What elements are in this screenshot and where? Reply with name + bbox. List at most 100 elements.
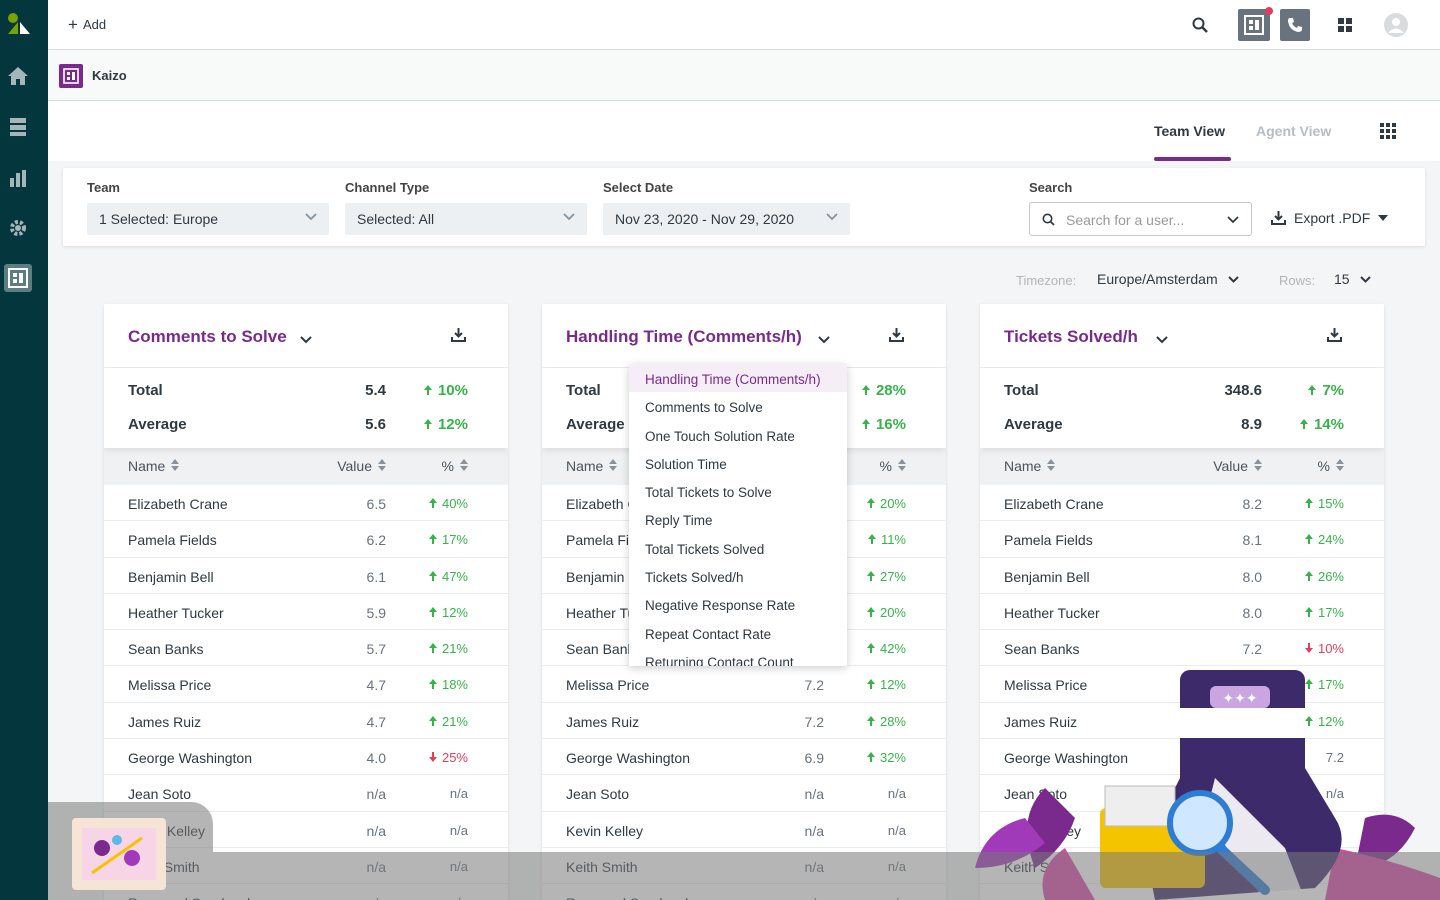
sort-pct-header[interactable]: % bbox=[880, 458, 906, 474]
agent-change: 17% bbox=[428, 532, 468, 547]
table-row[interactable]: Jean Soto n/a n/a bbox=[542, 775, 946, 812]
zendesk-logo-icon[interactable] bbox=[6, 12, 32, 38]
table-row[interactable]: George Washington 6.9 32% bbox=[542, 739, 946, 776]
download-icon[interactable] bbox=[889, 328, 904, 347]
table-row[interactable]: George Washington 4.0 25% bbox=[104, 739, 508, 776]
table-row[interactable]: Benjamin Bell 6.1 47% bbox=[104, 558, 508, 594]
reporting-icon[interactable] bbox=[6, 166, 30, 190]
table-row[interactable]: Sean Banks 5.7 21% bbox=[104, 630, 508, 667]
table-row[interactable]: Pamela Fields 8.1 24% bbox=[980, 521, 1384, 558]
admin-gear-icon[interactable] bbox=[6, 216, 30, 240]
rows-select[interactable]: 15 bbox=[1334, 271, 1371, 287]
timezone-label: Timezone: bbox=[1016, 273, 1077, 288]
download-icon[interactable] bbox=[451, 328, 466, 347]
table-row[interactable]: Heather Tucker 8.0 17% bbox=[980, 594, 1384, 631]
view-tabs-bar: Team View Agent View bbox=[48, 101, 1440, 161]
kaizo-logo-icon bbox=[59, 64, 83, 88]
card-header: Comments to Solve bbox=[104, 304, 508, 368]
sort-pct-header[interactable]: % bbox=[442, 458, 468, 474]
card-header: Handling Time (Comments/h) bbox=[542, 304, 946, 368]
agent-change: 25% bbox=[428, 750, 468, 765]
channel-type-select[interactable]: Selected: All bbox=[345, 203, 587, 235]
views-icon[interactable] bbox=[6, 115, 30, 139]
metric-chevron-down-icon[interactable] bbox=[300, 331, 312, 349]
table-row[interactable]: Elizabeth Crane 6.5 40% bbox=[104, 485, 508, 522]
products-grid-icon[interactable] bbox=[1331, 9, 1359, 41]
card-header: Tickets Solved/h bbox=[980, 304, 1384, 368]
sort-pct-header[interactable]: % bbox=[1318, 458, 1344, 474]
table-row[interactable]: Heather Tucker 5.9 12% bbox=[104, 594, 508, 631]
phone-icon[interactable] bbox=[1280, 9, 1310, 41]
tab-agent-view[interactable]: Agent View bbox=[1256, 123, 1332, 139]
table-row[interactable]: James Ruiz 7.2 28% bbox=[542, 703, 946, 740]
metric-option[interactable]: One Touch Solution Rate bbox=[645, 428, 795, 444]
table-row[interactable]: Melissa Price 4.7 18% bbox=[104, 666, 508, 703]
table-row[interactable]: Pamela Fields 6.2 17% bbox=[104, 521, 508, 558]
table-row[interactable]: Kevin Kelley n/a n/a bbox=[542, 812, 946, 848]
tab-team-view[interactable]: Team View bbox=[1154, 123, 1226, 139]
metric-option[interactable]: Total Tickets Solved bbox=[645, 541, 765, 557]
timezone-select[interactable]: Europe/Amsterdam bbox=[1097, 271, 1239, 287]
arrow-up-icon bbox=[428, 714, 437, 729]
table-row[interactable]: Sean Banks 7.2 10% bbox=[980, 630, 1384, 667]
channel-type-label: Channel Type bbox=[345, 180, 430, 195]
team-select[interactable]: 1 Selected: Europe bbox=[87, 203, 329, 235]
agent-change: 28% bbox=[866, 714, 906, 729]
arrow-up-icon bbox=[428, 569, 437, 584]
sort-value-header[interactable]: Value bbox=[1213, 458, 1262, 474]
metric-option[interactable]: Comments to Solve bbox=[645, 400, 763, 416]
metric-option[interactable]: Negative Response Rate bbox=[645, 598, 796, 614]
metric-chevron-down-icon[interactable] bbox=[818, 331, 830, 349]
user-avatar-icon[interactable] bbox=[1382, 9, 1410, 41]
agent-change: 12% bbox=[1304, 714, 1344, 729]
card-title[interactable]: Comments to Solve bbox=[128, 327, 287, 346]
sort-name-header[interactable]: Name bbox=[566, 458, 618, 474]
summary-label: Total bbox=[566, 382, 601, 399]
table-row[interactable]: Jean Soto n/a n/a bbox=[104, 775, 508, 812]
card-title[interactable]: Tickets Solved/h bbox=[1004, 327, 1138, 346]
metric-option[interactable]: Handling Time (Comments/h) bbox=[629, 364, 847, 393]
table-row[interactable]: Elizabeth Crane 8.2 15% bbox=[980, 485, 1384, 522]
summary-value: 5.6 bbox=[365, 416, 386, 433]
search-icon[interactable] bbox=[1186, 9, 1214, 41]
layout-grid-icon[interactable] bbox=[1380, 123, 1396, 144]
metric-option[interactable]: Returning Contact Count bbox=[645, 654, 794, 666]
export-pdf-button[interactable]: Export .PDF bbox=[1271, 210, 1389, 226]
agent-change: 26% bbox=[1304, 569, 1344, 584]
metric-option[interactable]: Solution Time bbox=[645, 456, 727, 472]
agent-name: Pamela Fields bbox=[128, 532, 217, 549]
table-row[interactable]: Melissa Price 7.2 12% bbox=[542, 666, 946, 703]
user-search-input[interactable]: Search for a user... bbox=[1029, 202, 1252, 236]
sort-icon bbox=[378, 458, 386, 474]
map-thumbnail-icon[interactable] bbox=[72, 818, 166, 890]
sort-name-header[interactable]: Name bbox=[1004, 458, 1056, 474]
metric-option[interactable]: Total Tickets to Solve bbox=[645, 485, 772, 501]
bottom-overlay-bar bbox=[48, 852, 1440, 900]
metric-option[interactable]: Repeat Contact Rate bbox=[645, 626, 772, 642]
agent-value: 5.9 bbox=[366, 604, 386, 621]
summary-change: 14% bbox=[1299, 416, 1344, 433]
metric-chevron-down-icon[interactable] bbox=[1156, 331, 1168, 349]
download-icon[interactable] bbox=[1327, 328, 1342, 347]
card-title[interactable]: Handling Time (Comments/h) bbox=[566, 327, 802, 346]
add-button[interactable]: + Add bbox=[68, 15, 107, 34]
agent-name: Benjamin Bell bbox=[1004, 568, 1090, 585]
table-row[interactable]: Benjamin Bell 8.0 26% bbox=[980, 558, 1384, 594]
kaizo-app-icon[interactable] bbox=[4, 264, 32, 292]
metric-option[interactable]: Tickets Solved/h bbox=[645, 570, 744, 586]
home-icon[interactable] bbox=[6, 64, 30, 88]
summary-row-total: Total 348.6 7% bbox=[980, 376, 1384, 406]
summary-value: 8.9 bbox=[1241, 416, 1262, 433]
kaizo-notification-icon[interactable] bbox=[1238, 7, 1273, 41]
agent-change: 10% bbox=[1304, 641, 1344, 656]
summary-label: Total bbox=[1004, 382, 1039, 399]
table-row[interactable]: James Ruiz 4.7 21% bbox=[104, 703, 508, 740]
sort-name-header[interactable]: Name bbox=[128, 458, 180, 474]
date-range-select[interactable]: Nov 23, 2020 - Nov 29, 2020 bbox=[603, 203, 850, 235]
notification-badge bbox=[1265, 7, 1273, 15]
arrow-up-icon bbox=[428, 641, 437, 656]
agent-value: 8.1 bbox=[1242, 532, 1262, 549]
sort-value-header[interactable]: Value bbox=[337, 458, 386, 474]
metric-option[interactable]: Reply Time bbox=[645, 513, 713, 529]
summary-section: Total 5.4 10% Average 5.6 12% bbox=[104, 368, 508, 448]
